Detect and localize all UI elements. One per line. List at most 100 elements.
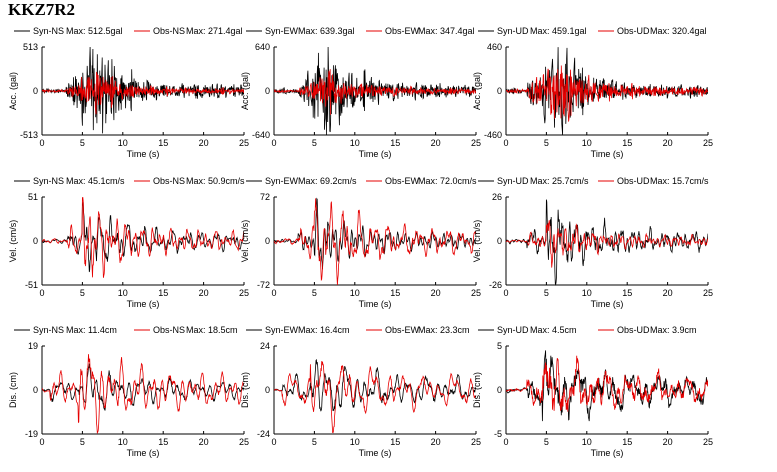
series-obs-ns-trace bbox=[42, 71, 244, 115]
y-tick-label: 0 bbox=[33, 236, 38, 246]
y-tick-label: 460 bbox=[487, 42, 502, 52]
x-tick-label: 20 bbox=[199, 288, 209, 298]
legend-syn-max: Max: 11.4cm bbox=[66, 325, 117, 335]
series-obs-ud-trace bbox=[506, 355, 708, 412]
x-tick-label: 15 bbox=[158, 138, 168, 148]
legend-syn-max: Max: 16.4cm bbox=[298, 325, 350, 335]
x-tick-label: 20 bbox=[431, 138, 441, 148]
legend-obs-name: Obs-UD bbox=[617, 176, 650, 186]
y-tick-label: 513 bbox=[23, 42, 38, 52]
x-tick-label: 15 bbox=[158, 437, 168, 447]
series-syn-ns-trace bbox=[42, 202, 244, 273]
y-axis-label: Dis. (cm) bbox=[8, 372, 18, 408]
panel-vel-ud: Syn-UD Max: 25.7cm/s Obs-UD Max: 15.7cm/s 0 5… bbox=[472, 176, 713, 309]
x-tick-label: 20 bbox=[663, 437, 673, 447]
series-syn-ew-trace bbox=[274, 358, 476, 412]
x-tick-label: 10 bbox=[582, 437, 592, 447]
y-tick-label: 0 bbox=[33, 385, 38, 395]
x-tick-label: 5 bbox=[80, 138, 85, 148]
x-tick-label: 20 bbox=[199, 138, 209, 148]
x-axis-label: Time (s) bbox=[591, 448, 624, 458]
y-tick-label: -24 bbox=[257, 429, 270, 439]
y-tick-label: 72 bbox=[260, 192, 270, 202]
x-tick-label: 25 bbox=[239, 288, 249, 298]
y-tick-label: 24 bbox=[260, 341, 270, 351]
x-tick-label: 5 bbox=[80, 437, 85, 447]
x-tick-label: 5 bbox=[312, 138, 317, 148]
legend-syn-max: Max: 512.5gal bbox=[66, 26, 123, 36]
x-tick-label: 10 bbox=[350, 288, 360, 298]
panel-dis-ud: Syn-UD Max: 4.5cm Obs-UD Max: 3.9cm 0 5 10 15 20… bbox=[472, 325, 713, 458]
x-tick-label: 25 bbox=[703, 138, 713, 148]
x-tick-label: 0 bbox=[271, 437, 276, 447]
y-tick-label: 0 bbox=[497, 236, 502, 246]
y-axis-label: Vel. (cm/s) bbox=[240, 220, 250, 263]
x-tick-label: 0 bbox=[39, 138, 44, 148]
series-obs-ns-trace bbox=[42, 354, 244, 435]
legend-obs-name: Obs-UD bbox=[617, 325, 650, 335]
legend-obs-name: Obs-EW bbox=[385, 26, 420, 36]
legend-syn-max: Max: 639.3gal bbox=[298, 26, 355, 36]
legend-obs-max: Max: 15.7cm/s bbox=[650, 176, 709, 186]
x-tick-label: 0 bbox=[39, 288, 44, 298]
legend-syn-name: Syn-EW bbox=[265, 26, 299, 36]
y-tick-label: 26 bbox=[492, 192, 502, 202]
legend-syn-max: Max: 459.1gal bbox=[530, 26, 587, 36]
x-tick-label: 20 bbox=[431, 437, 441, 447]
legend-syn-name: Syn-UD bbox=[497, 176, 529, 186]
panel-dis-ns: Syn-NS Max: 11.4cm Obs-NS Max: 18.5cm 0 5 10 15… bbox=[8, 325, 249, 458]
legend-obs-max: Max: 271.4gal bbox=[186, 26, 243, 36]
x-tick-label: 5 bbox=[544, 138, 549, 148]
y-tick-label: -640 bbox=[252, 130, 270, 140]
x-tick-label: 5 bbox=[312, 288, 317, 298]
y-axis-label: Acc. (gal) bbox=[472, 72, 482, 110]
legend-obs-name: Obs-EW bbox=[385, 176, 420, 186]
legend-obs-name: Obs-UD bbox=[617, 26, 650, 36]
y-tick-label: 5 bbox=[497, 341, 502, 351]
x-tick-label: 25 bbox=[471, 437, 481, 447]
y-tick-label: -51 bbox=[25, 280, 38, 290]
legend-syn-max: Max: 45.1cm/s bbox=[66, 176, 125, 186]
x-tick-label: 20 bbox=[199, 437, 209, 447]
x-tick-label: 10 bbox=[118, 288, 128, 298]
x-tick-label: 5 bbox=[312, 437, 317, 447]
y-tick-label: 0 bbox=[497, 86, 502, 96]
x-axis-label: Time (s) bbox=[591, 299, 624, 309]
series-syn-ns-trace bbox=[42, 46, 244, 134]
y-tick-label: 0 bbox=[33, 86, 38, 96]
x-tick-label: 25 bbox=[471, 138, 481, 148]
y-tick-label: -513 bbox=[20, 130, 38, 140]
x-axis-label: Time (s) bbox=[127, 448, 160, 458]
y-tick-label: 0 bbox=[497, 385, 502, 395]
y-tick-label: -26 bbox=[489, 280, 502, 290]
x-tick-label: 15 bbox=[390, 138, 400, 148]
y-axis-label: Acc. (gal) bbox=[240, 72, 250, 110]
y-tick-label: -460 bbox=[484, 130, 502, 140]
station-title: KKZ7R2 bbox=[8, 0, 76, 19]
panel-acc-ud: Syn-UD Max: 459.1gal Obs-UD Max: 320.4gal 0 5… bbox=[472, 26, 713, 159]
x-tick-label: 0 bbox=[39, 437, 44, 447]
x-tick-label: 5 bbox=[544, 437, 549, 447]
x-tick-label: 25 bbox=[703, 288, 713, 298]
x-tick-label: 15 bbox=[390, 437, 400, 447]
x-tick-label: 25 bbox=[239, 437, 249, 447]
x-tick-label: 20 bbox=[431, 288, 441, 298]
x-tick-label: 15 bbox=[622, 437, 632, 447]
x-axis-label: Time (s) bbox=[591, 149, 624, 159]
x-tick-label: 0 bbox=[271, 138, 276, 148]
series-obs-ew-trace bbox=[274, 69, 476, 115]
panel-vel-ns: Syn-NS Max: 45.1cm/s Obs-NS Max: 50.9cm/s 0 5… bbox=[8, 176, 249, 309]
y-axis-label: Dis. (cm) bbox=[240, 372, 250, 408]
x-tick-label: 25 bbox=[471, 288, 481, 298]
x-tick-label: 10 bbox=[582, 288, 592, 298]
y-tick-label: 0 bbox=[265, 86, 270, 96]
legend-obs-max: Max: 347.4gal bbox=[418, 26, 475, 36]
x-axis-label: Time (s) bbox=[359, 149, 392, 159]
x-tick-label: 10 bbox=[582, 138, 592, 148]
x-tick-label: 0 bbox=[503, 138, 508, 148]
x-tick-label: 0 bbox=[271, 288, 276, 298]
panel-acc-ns: Syn-NS Max: 512.5gal Obs-NS Max: 271.4gal 0 5… bbox=[8, 26, 249, 159]
x-tick-label: 15 bbox=[622, 138, 632, 148]
